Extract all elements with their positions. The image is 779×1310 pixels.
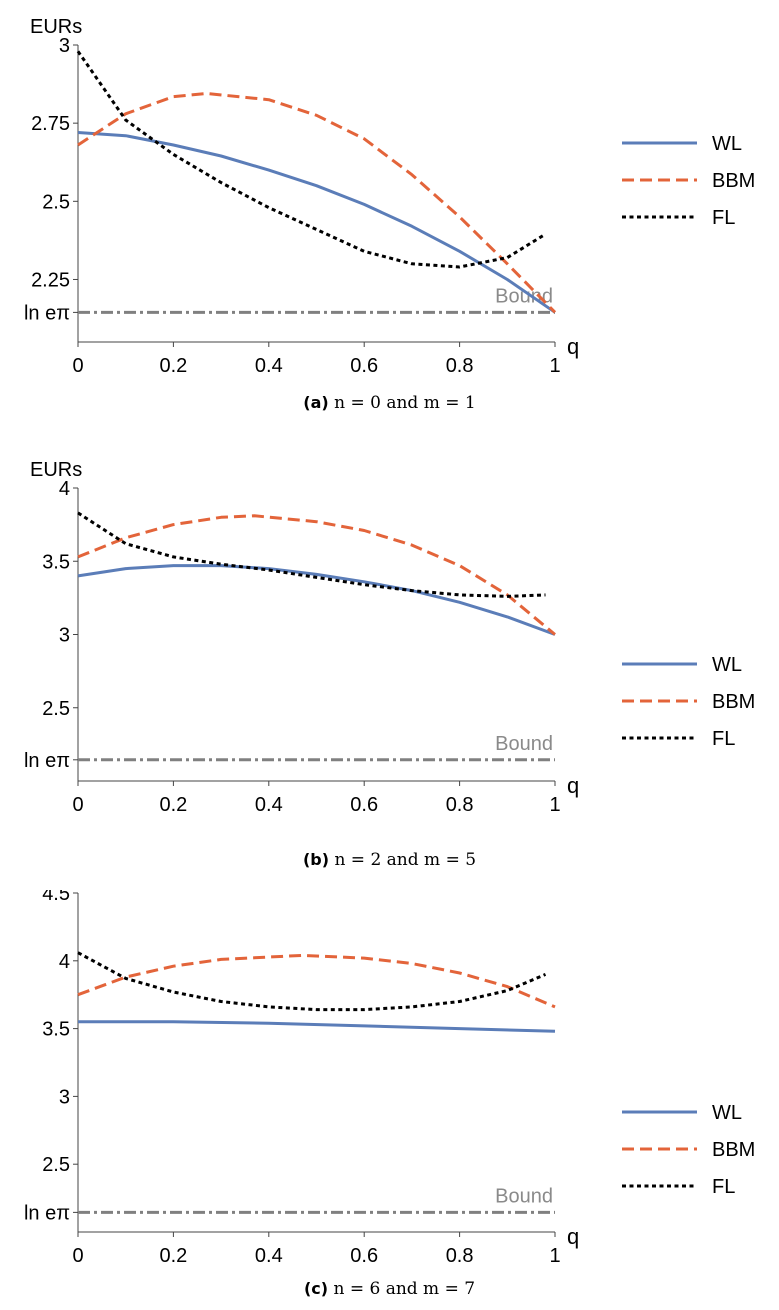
x-axis-label: q bbox=[567, 1224, 579, 1249]
series-bbm-line bbox=[77, 953, 556, 1009]
y-tick-label: 4.5 bbox=[42, 890, 70, 905]
series-bbm-line bbox=[77, 92, 557, 314]
legend-label-wl: WL bbox=[712, 1102, 742, 1124]
x-tick-label: 0.4 bbox=[255, 794, 283, 816]
legend-label-bbm: BBM bbox=[712, 691, 755, 713]
legend-label-bbm: BBM bbox=[712, 1139, 755, 1161]
x-axis-label: q bbox=[567, 773, 579, 798]
y-tick-label: 3 bbox=[59, 625, 70, 647]
x-tick-label: 1 bbox=[549, 1245, 560, 1267]
x-tick-label: 0 bbox=[72, 355, 83, 377]
caption-b-tag: (b) bbox=[302, 850, 330, 869]
legend-label-fl: FL bbox=[712, 207, 735, 229]
caption-a-tag: (a) bbox=[303, 393, 329, 412]
y-tick-label: 2.75 bbox=[31, 113, 70, 135]
series-fl-line bbox=[76, 50, 547, 269]
caption-c-text: n = 6 and m = 7 bbox=[333, 1279, 476, 1299]
x-tick-label: 0 bbox=[72, 1245, 83, 1267]
y-tick-label: ln eπ bbox=[24, 302, 70, 324]
series-fl-line bbox=[77, 951, 547, 1012]
y-tick-label: ln eπ bbox=[24, 750, 70, 772]
x-tick-label: 0.6 bbox=[350, 794, 378, 816]
series-fl-line bbox=[77, 511, 546, 598]
caption-b-text: n = 2 and m = 5 bbox=[334, 850, 477, 870]
x-tick-label: 0.2 bbox=[159, 1245, 187, 1267]
bound-label: Bound bbox=[495, 733, 553, 755]
x-tick-label: 0.8 bbox=[446, 1245, 474, 1267]
x-tick-label: 0.2 bbox=[159, 355, 187, 377]
y-axis-label: EURs bbox=[30, 459, 82, 481]
y-tick-label: 3 bbox=[59, 35, 70, 57]
y-tick-label: 4 bbox=[59, 951, 70, 973]
x-tick-label: 0.2 bbox=[159, 794, 187, 816]
legend-label-fl: FL bbox=[712, 728, 735, 750]
y-tick-label: ln eπ bbox=[24, 1202, 70, 1224]
x-tick-label: 1 bbox=[549, 355, 560, 377]
series-bbm-line bbox=[77, 514, 556, 636]
series-wl-line bbox=[77, 131, 556, 314]
caption-a: (a) n = 0 and m = 1 bbox=[0, 393, 779, 413]
caption-a-text: n = 0 and m = 1 bbox=[334, 393, 476, 413]
y-tick-label: 2.5 bbox=[42, 698, 70, 720]
x-tick-label: 0.8 bbox=[446, 355, 474, 377]
y-tick-label: 3 bbox=[59, 1086, 70, 1108]
x-tick-label: 0.4 bbox=[255, 1245, 283, 1267]
series-wl-line bbox=[78, 1020, 556, 1033]
y-tick-label: 2.25 bbox=[31, 269, 70, 291]
x-tick-label: 0 bbox=[72, 794, 83, 816]
caption-b: (b) n = 2 and m = 5 bbox=[0, 850, 779, 870]
caption-c-tag: (c) bbox=[303, 1279, 329, 1298]
legend-label-fl: FL bbox=[712, 1176, 735, 1198]
legend-label-wl: WL bbox=[712, 133, 742, 155]
legend-label-wl: WL bbox=[712, 654, 742, 676]
x-tick-label: 0.6 bbox=[350, 355, 378, 377]
caption-c: (c) n = 6 and m = 7 bbox=[0, 1279, 779, 1299]
x-tick-label: 0.6 bbox=[350, 1245, 378, 1267]
series-wl-line bbox=[77, 564, 556, 636]
y-tick-label: 4 bbox=[59, 478, 70, 500]
legend-label-bbm: BBM bbox=[712, 170, 755, 192]
y-tick-label: 2.5 bbox=[42, 1154, 70, 1176]
y-tick-label: 3.5 bbox=[42, 1019, 70, 1041]
x-axis-label: q bbox=[567, 334, 579, 359]
bound-label: Bound bbox=[495, 1185, 553, 1207]
y-tick-label: 2.5 bbox=[42, 191, 70, 213]
x-tick-label: 0.8 bbox=[446, 794, 474, 816]
x-tick-label: 1 bbox=[549, 794, 560, 816]
y-axis-label: EURs bbox=[30, 16, 82, 38]
y-tick-label: 3.5 bbox=[42, 551, 70, 573]
x-tick-label: 0.4 bbox=[255, 355, 283, 377]
chart-b: EURs q 0 0.2 0.4 0.6 0.8 1 4 3.5 3 2.5 ln eπ Bound WL B… bbox=[24, 459, 755, 816]
